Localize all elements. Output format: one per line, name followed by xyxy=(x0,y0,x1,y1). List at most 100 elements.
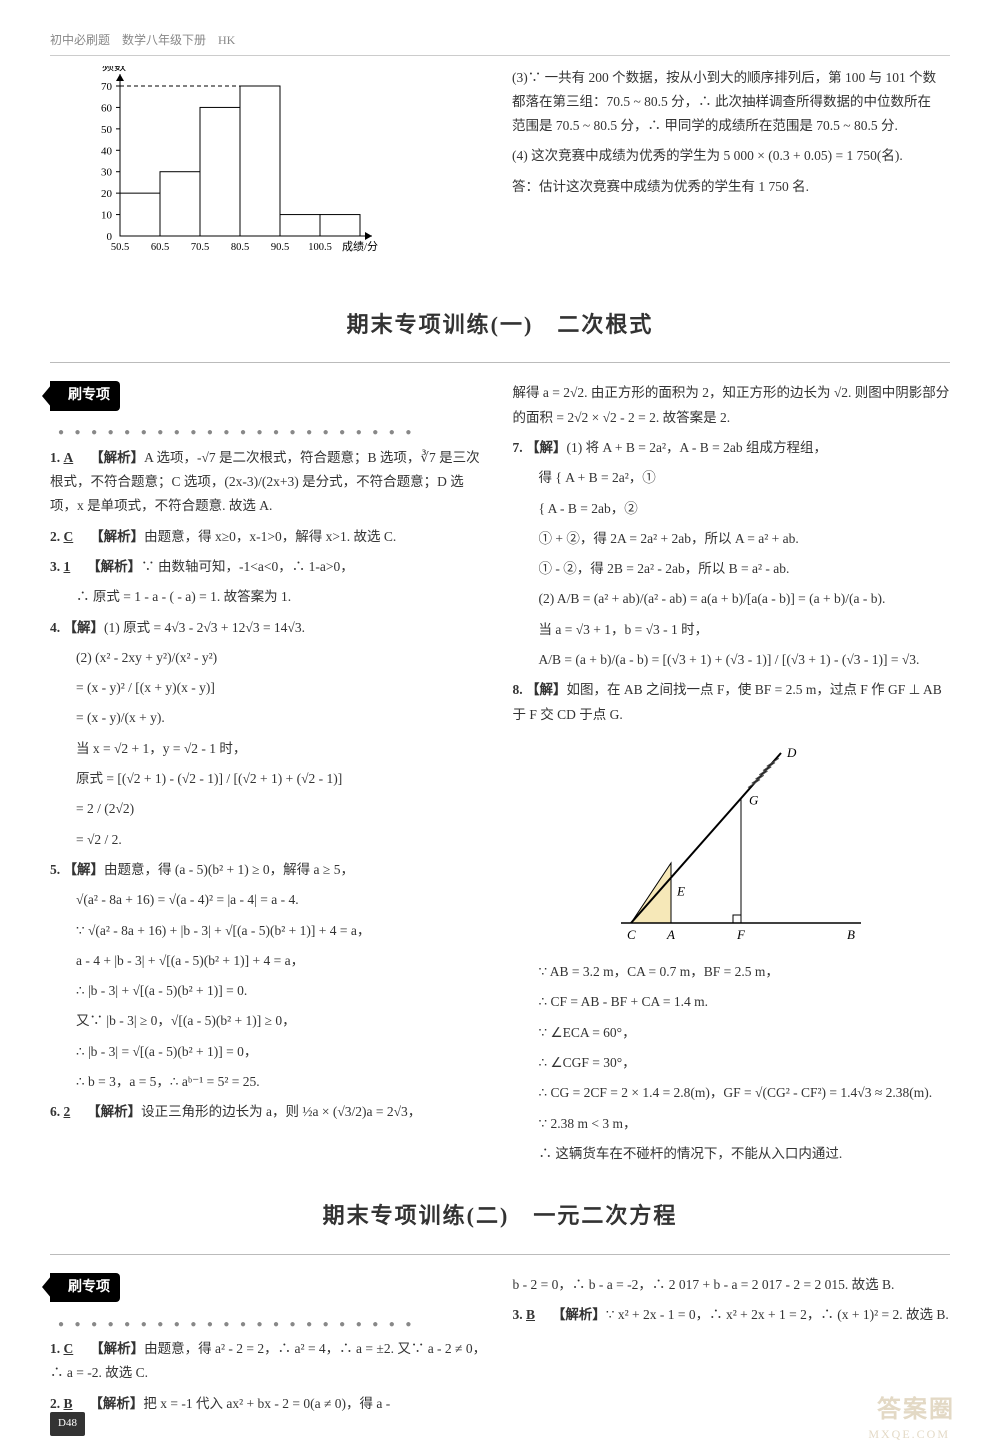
q8: 8. 【解】如图，在 AB 之间找一点 F，使 BF = 2.5 m，过点 F … xyxy=(513,678,951,727)
q1-tag: 【解析】 xyxy=(90,450,144,465)
s2-q2: 2. B 【解析】把 x = -1 代入 ax² + bx - 2 = 0(a … xyxy=(50,1392,488,1416)
q7: 7. 【解】(1) 将 A + B = 2a²，A - B = 2ab 组成方程… xyxy=(513,436,951,460)
q8-l4: ∴ ∠CGF = 30°， xyxy=(513,1051,951,1075)
q8-pre: 如图，在 AB 之间找一点 F，使 BF = 2.5 m，过点 F 作 GF ⊥… xyxy=(513,682,942,721)
q5-l7: ∴ |b - 3| = √[(a - 5)(b² + 1)] = 0， xyxy=(50,1040,488,1064)
section-2-left: 刷专项 ● ● ● ● ● ● ● ● ● ● ● ● ● ● ● ● ● ● … xyxy=(50,1273,488,1422)
svg-text:60.5: 60.5 xyxy=(151,242,169,253)
svg-text:90.5: 90.5 xyxy=(271,242,289,253)
expl-4b: 答：估计这次竞赛中成绩为优秀的学生有 1 750 名. xyxy=(512,175,944,199)
q8-l3: ∵ ∠ECA = 60°， xyxy=(513,1021,951,1045)
q2-num: 2. xyxy=(50,529,60,544)
section-title-1: 期末专项训练(一) 二次根式 xyxy=(50,305,950,345)
q7-l2: 得 { A + B = 2a²，① xyxy=(513,466,951,490)
q7-l3: { A - B = 2ab，② xyxy=(513,497,951,521)
section-1-left: 刷专项 ● ● ● ● ● ● ● ● ● ● ● ● ● ● ● ● ● ● … xyxy=(50,381,488,1172)
q7-tag: 【解】 xyxy=(526,440,567,455)
svg-text:D: D xyxy=(786,745,797,760)
section-2-columns: 刷专项 ● ● ● ● ● ● ● ● ● ● ● ● ● ● ● ● ● ● … xyxy=(50,1273,950,1422)
q5-l4: a - 4 + |b - 3| + √[(a - 5)(b² + 1)] + 4… xyxy=(50,949,488,973)
svg-text:成绩/分: 成绩/分 xyxy=(342,240,378,253)
q1-num: 1. xyxy=(50,450,60,465)
q4-l6: 原式 = [(√2 + 1) - (√2 - 1)] / [(√2 + 1) +… xyxy=(50,767,488,791)
q5-l5: ∴ |b - 3| + √[(a - 5)(b² + 1)] = 0. xyxy=(50,979,488,1003)
top-section: 10203040506070050.560.570.580.590.5100.5… xyxy=(50,66,950,275)
svg-text:10: 10 xyxy=(101,209,113,221)
svg-text:80.5: 80.5 xyxy=(231,242,249,253)
q3-ans: 1 xyxy=(64,559,71,574)
q3-line2: ∴ 原式 = 1 - a - ( - a) = 1. 故答案为 1. xyxy=(50,585,488,609)
s2-q3: 3. B 【解析】∵ x² + 2x - 1 = 0，∴ x² + 2x + 1… xyxy=(513,1303,951,1327)
q4-num: 4. xyxy=(50,620,60,635)
q5-l2: √(a² - 8a + 16) = √(a - 4)² = |a - 4| = … xyxy=(50,888,488,912)
q4-l5: 当 x = √2 + 1，y = √2 - 1 时， xyxy=(50,737,488,761)
svg-text:A: A xyxy=(666,927,675,942)
q4-l4: = (x - y)/(x + y). xyxy=(50,706,488,730)
q4: 4. 【解】(1) 原式 = 4√3 - 2√3 + 12√3 = 14√3. xyxy=(50,616,488,640)
q1: 1. A 【解析】A 选项，-√7 是二次根式，符合题意；B 选项，∛7 是三次… xyxy=(50,446,488,519)
q2: 2. C 【解析】由题意，得 x≥0，x-1>0，解得 x>1. 故选 C. xyxy=(50,525,488,549)
s2-q2-body: 把 x = -1 代入 ax² + bx - 2 = 0(a ≠ 0)，得 a … xyxy=(143,1396,390,1411)
q8-tag: 【解】 xyxy=(526,682,567,697)
section-1-right: 解得 a = 2√2. 由正方形的面积为 2，知正方形的边长为 √2. 则图中阴… xyxy=(513,381,951,1172)
q5-l1: 由题意，得 (a - 5)(b² + 1) ≥ 0，解得 a ≥ 5， xyxy=(104,862,354,877)
s2-q3-tag: 【解析】 xyxy=(552,1307,606,1322)
s2-q2-tag: 【解析】 xyxy=(89,1396,143,1411)
svg-text:100.5: 100.5 xyxy=(308,242,332,253)
q4-l3: = (x - y)² / [(x + y)(x - y)] xyxy=(50,676,488,700)
svg-text:E: E xyxy=(676,884,685,899)
s2-q2-cont: b - 2 = 0，∴ b - a = -2，∴ 2 017 + b - a =… xyxy=(513,1273,951,1297)
q4-l2: (2) (x² - 2xy + y²)/(x² - y²) xyxy=(50,646,488,670)
svg-text:50: 50 xyxy=(101,123,113,135)
q8-l6: ∵ 2.38 m < 3 m， xyxy=(513,1112,951,1136)
q8-l5: ∴ CG = 2CF = 2 × 1.4 = 2.8(m)，GF = √(CG²… xyxy=(513,1081,951,1105)
dots-1: ● ● ● ● ● ● ● ● ● ● ● ● ● ● ● ● ● ● ● ● … xyxy=(58,424,415,442)
q4-l8: = √2 / 2. xyxy=(50,828,488,852)
q7-num: 7. xyxy=(513,440,523,455)
page-number: D48 xyxy=(50,1412,85,1436)
svg-text:70: 70 xyxy=(101,81,113,93)
svg-text:G: G xyxy=(749,792,759,807)
q2-tag: 【解析】 xyxy=(90,529,144,544)
q3-num: 3. xyxy=(50,559,60,574)
svg-text:50.5: 50.5 xyxy=(111,242,129,253)
s2-q1: 1. C 【解析】由题意，得 a² - 2 = 2，∴ a² = 4，∴ a =… xyxy=(50,1337,488,1386)
top-solution-34: (3)∵ 一共有 200 个数据，按从小到大的顺序排列后，第 100 与 101… xyxy=(512,66,944,275)
s2-q1-num: 1. xyxy=(50,1341,60,1356)
s2-q2-num: 2. xyxy=(50,1396,60,1411)
histogram: 10203040506070050.560.570.580.590.5100.5… xyxy=(50,66,482,275)
s2-q3-ans: B xyxy=(526,1307,535,1322)
q8-l7: ∴ 这辆货车在不碰杆的情况下，不能从入口内通过. xyxy=(513,1142,951,1166)
q7-l6: (2) A/B = (a² + ab)/(a² - ab) = a(a + b)… xyxy=(513,587,951,611)
q3: 3. 1 【解析】∵ 由数轴可知，-1<a<0，∴ 1-a>0， xyxy=(50,555,488,579)
svg-text:F: F xyxy=(736,927,746,942)
section-title-2: 期末专项训练(二) 一元二次方程 xyxy=(50,1196,950,1236)
dots-2: ● ● ● ● ● ● ● ● ● ● ● ● ● ● ● ● ● ● ● ● … xyxy=(58,1316,415,1334)
svg-text:30: 30 xyxy=(101,166,113,178)
q6-num: 6. xyxy=(50,1104,60,1119)
q7-l8: A/B = (a + b)/(a - b) = [(√3 + 1) + (√3 … xyxy=(513,648,951,672)
svg-text:60: 60 xyxy=(101,102,113,114)
geometry-figure: CAFBEGD xyxy=(513,733,951,952)
divider-1 xyxy=(50,362,950,363)
q1-ans: A xyxy=(64,450,74,465)
s2-q1-tag: 【解析】 xyxy=(90,1341,144,1356)
q5: 5. 【解】由题意，得 (a - 5)(b² + 1) ≥ 0，解得 a ≥ 5… xyxy=(50,858,488,882)
q5-num: 5. xyxy=(50,862,60,877)
q6-tag: 【解析】 xyxy=(87,1104,141,1119)
svg-text:频数: 频数 xyxy=(102,66,126,73)
q5-l8: ∴ b = 3，a = 5，∴ aᵇ⁻¹ = 5² = 25. xyxy=(50,1070,488,1094)
q8-l1: ∵ AB = 3.2 m，CA = 0.7 m，BF = 2.5 m， xyxy=(513,960,951,984)
divider-2 xyxy=(50,1254,950,1255)
q2-ans: C xyxy=(64,529,74,544)
q4-l1: (1) 原式 = 4√3 - 2√3 + 12√3 = 14√3. xyxy=(104,620,305,635)
section-1-columns: 刷专项 ● ● ● ● ● ● ● ● ● ● ● ● ● ● ● ● ● ● … xyxy=(50,381,950,1172)
q4-l7: = 2 / (2√2) xyxy=(50,797,488,821)
q5-l6: 又∵ |b - 3| ≥ 0，√[(a - 5)(b² + 1)] ≥ 0， xyxy=(50,1009,488,1033)
q6-ans: 2 xyxy=(64,1104,71,1119)
q5-tag: 【解】 xyxy=(64,862,105,877)
svg-text:40: 40 xyxy=(101,145,113,157)
q5-l3: ∵ √(a² - 8a + 16) + |b - 3| + √[(a - 5)(… xyxy=(50,919,488,943)
q7-l7: 当 a = √3 + 1，b = √3 - 1 时， xyxy=(513,618,951,642)
s2-q2-ans: B xyxy=(64,1396,73,1411)
